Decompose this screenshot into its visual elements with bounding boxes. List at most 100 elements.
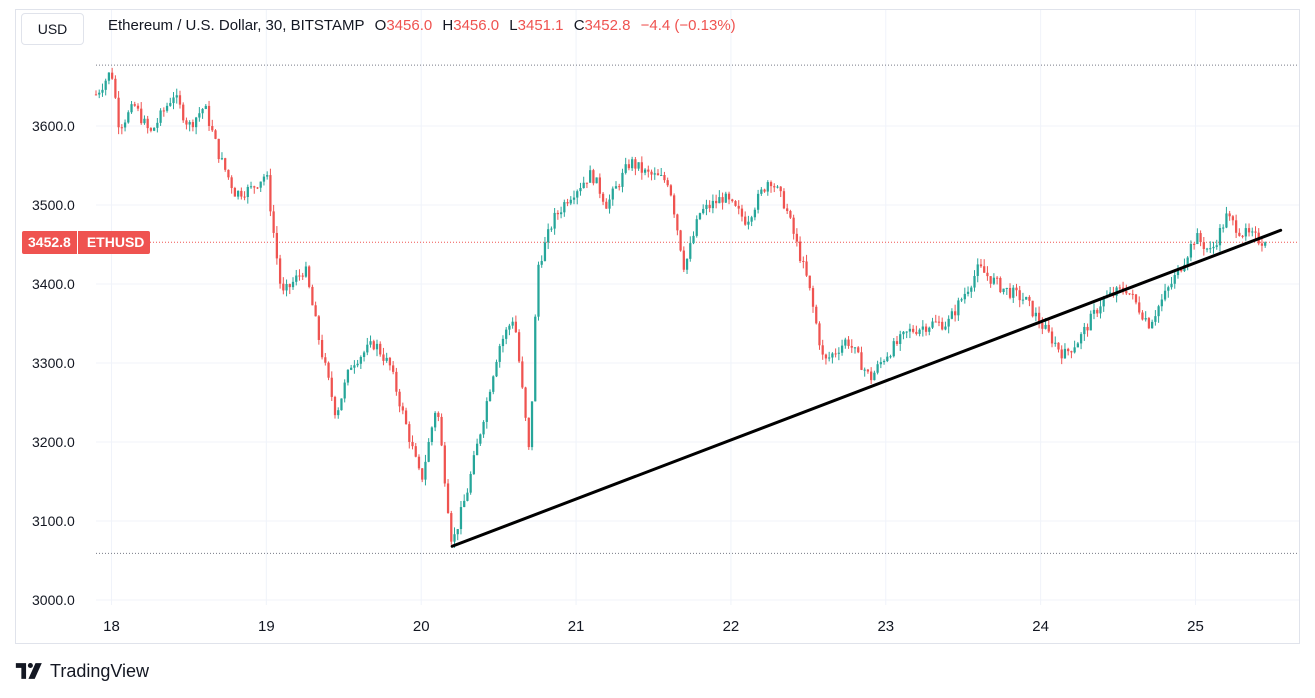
candle bbox=[824, 353, 828, 365]
candle-body bbox=[673, 195, 676, 215]
candle bbox=[892, 337, 895, 358]
candle-body bbox=[815, 306, 818, 324]
candle bbox=[902, 330, 905, 340]
candle-body bbox=[1002, 288, 1005, 293]
candle bbox=[308, 265, 311, 289]
candle bbox=[1170, 277, 1173, 290]
candle-body bbox=[786, 208, 789, 211]
price-axis[interactable]: 3000.0 3100.0 3200.0 3300.0 3400.0 3500.0 3600… bbox=[32, 118, 75, 608]
candle bbox=[1092, 303, 1096, 320]
candle-body bbox=[653, 173, 656, 175]
candle bbox=[1021, 292, 1025, 305]
candle-body bbox=[1264, 242, 1267, 246]
candle bbox=[550, 226, 553, 232]
candle-body bbox=[224, 158, 227, 170]
candle-body bbox=[837, 352, 840, 354]
candle-body bbox=[1008, 287, 1012, 298]
candle-body bbox=[153, 127, 156, 131]
time-axis[interactable]: 18 19 20 21 22 23 24 25 bbox=[103, 618, 1204, 635]
candle-body bbox=[172, 97, 175, 104]
candle-body bbox=[643, 169, 647, 173]
candle-body bbox=[1234, 220, 1238, 233]
candle-body bbox=[824, 354, 828, 359]
chart-frame[interactable] bbox=[15, 9, 1300, 644]
candle bbox=[511, 317, 514, 329]
candle-body bbox=[937, 321, 941, 323]
candle bbox=[747, 215, 750, 230]
candle bbox=[1251, 227, 1254, 237]
candle-body bbox=[1050, 331, 1054, 344]
candle-body bbox=[908, 328, 912, 332]
candle-body bbox=[1083, 326, 1086, 335]
symbol-title[interactable]: Ethereum / U.S. Dollar, 30, BITSTAMP bbox=[108, 17, 365, 34]
candle bbox=[1008, 283, 1012, 300]
low-value: L3451.1 bbox=[509, 17, 564, 34]
currency-button[interactable]: USD bbox=[21, 13, 84, 45]
candle-body bbox=[446, 483, 450, 514]
candle bbox=[1234, 214, 1238, 239]
candle-body bbox=[482, 421, 485, 435]
candle bbox=[789, 209, 792, 219]
candle-body bbox=[175, 95, 178, 98]
candle bbox=[475, 438, 479, 456]
candle bbox=[172, 92, 175, 110]
candle-body bbox=[443, 445, 446, 484]
candle-body bbox=[1209, 248, 1212, 250]
candle bbox=[669, 184, 673, 197]
candle-body bbox=[1141, 312, 1144, 320]
candle-body bbox=[582, 182, 585, 188]
candle-body bbox=[421, 468, 424, 480]
candle-body bbox=[598, 177, 601, 194]
candle bbox=[921, 320, 924, 337]
candle bbox=[685, 258, 689, 275]
candle bbox=[104, 78, 107, 96]
candle-body bbox=[330, 377, 333, 397]
candle-body bbox=[366, 344, 369, 353]
candle-body bbox=[1231, 216, 1235, 221]
candle-body bbox=[773, 186, 776, 188]
candle-body bbox=[792, 217, 795, 234]
candle bbox=[350, 364, 353, 371]
candle bbox=[663, 171, 666, 183]
candle-body bbox=[1251, 231, 1254, 233]
candle-body bbox=[475, 443, 479, 456]
candle bbox=[1202, 237, 1205, 256]
candle-body bbox=[718, 197, 721, 204]
candle bbox=[459, 501, 463, 535]
candle-body bbox=[1247, 228, 1251, 233]
candle bbox=[330, 371, 333, 401]
candle bbox=[734, 200, 737, 207]
candle-body bbox=[492, 376, 495, 392]
candle bbox=[398, 388, 401, 413]
candle-body bbox=[191, 122, 195, 128]
candle-body bbox=[983, 266, 986, 273]
candle-body bbox=[262, 176, 266, 182]
candle bbox=[637, 162, 640, 171]
trendline[interactable] bbox=[450, 228, 1283, 548]
candle-body bbox=[1254, 231, 1257, 233]
candle-body bbox=[601, 193, 605, 202]
tradingview-brand[interactable]: TradingView bbox=[14, 660, 149, 682]
candle bbox=[101, 83, 104, 97]
candle bbox=[727, 191, 731, 205]
candle bbox=[1209, 241, 1212, 253]
candle bbox=[495, 359, 498, 378]
candle bbox=[618, 183, 621, 191]
candle-body bbox=[282, 283, 285, 291]
candle-body bbox=[1070, 351, 1073, 353]
candle bbox=[624, 157, 627, 175]
candle-body bbox=[505, 329, 508, 339]
candle bbox=[1083, 322, 1086, 341]
candle-body bbox=[211, 126, 214, 131]
candle-body bbox=[663, 175, 666, 181]
price-tick-label: 3100.0 bbox=[32, 513, 75, 529]
candle bbox=[786, 203, 789, 215]
candle-body bbox=[1173, 275, 1176, 284]
candle bbox=[1264, 241, 1267, 248]
trendline-layer[interactable] bbox=[450, 228, 1283, 548]
candle bbox=[369, 335, 372, 348]
candle-body bbox=[1218, 227, 1222, 246]
candle-body bbox=[676, 214, 679, 231]
candle-body bbox=[201, 108, 204, 114]
